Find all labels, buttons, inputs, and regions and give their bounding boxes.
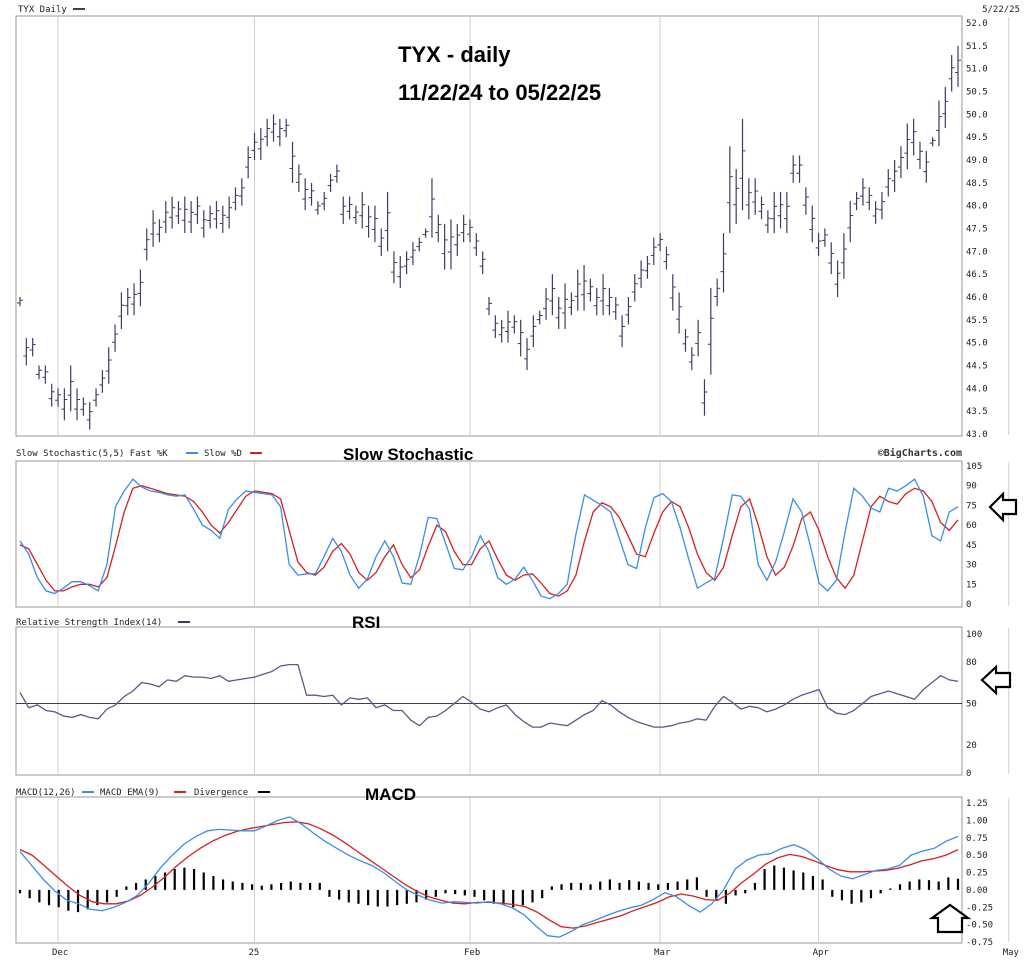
rsi-tick-label: 100 [966,630,982,640]
annotation-title-line2: 11/22/24 to 05/22/25 [398,80,601,105]
macd-line [19,816,959,938]
stochastic-tick-label: 30 [966,561,977,571]
macd-ema-legend: MACD EMA(9) [100,788,160,798]
fast-k-line [19,478,959,600]
left-arrow-icon [980,664,1012,696]
macd-tick-label: 0.00 [966,886,988,896]
macd-tick-label: 1.00 [966,816,988,826]
price-panel: TYX Daily 5/22/25 52.0 51.5 51.0 50.5 50.0 49… [15,5,1020,440]
price-tick-label: 47.0 [966,247,988,257]
rsi-panel: Relative Strength Index(14) RSI 100 80 50 2… [15,613,1012,779]
annotation-macd-title: MACD [365,785,416,804]
rsi-frame [15,626,963,776]
price-tick-label: 47.5 [966,225,988,235]
price-tick-label: 48.5 [966,179,988,189]
symbol-label: TYX Daily [18,5,67,15]
stochastic-legend-d: Slow %D [204,449,242,459]
price-tick-label: 45.5 [966,316,988,326]
stochastic-tick-label: 105 [966,462,982,472]
price-tick-label: 45.0 [966,339,988,349]
divergence-legend: Divergence [194,788,248,798]
annotation-stoch-title: Slow Stochastic [343,445,473,464]
price-tick-label: 43.0 [966,430,988,440]
price-tick-label: 48.0 [966,202,988,212]
annotation-title-line1: TYX - daily [398,42,511,67]
macd-legend: MACD(12,26) [16,788,76,798]
stochastic-panel: Slow Stochastic(5,5) Fast %K Slow %D Slo… [15,445,1018,610]
stochastic-tick-label: 45 [966,541,977,551]
macd-tick-label: -0.25 [966,903,993,913]
price-tick-label: 44.0 [966,384,988,394]
macd-panel: MACD(12,26) MACD EMA(9) Divergence MACD … [15,785,1010,948]
stochastic-tick-label: 60 [966,521,977,531]
price-tick-label: 44.5 [966,362,988,372]
slow-d-line [19,485,959,597]
macd-tick-label: 1.25 [966,799,988,809]
macd-ema-line [19,821,959,929]
stochastic-tick-label: 75 [966,501,977,511]
price-tick-label: 50.0 [966,110,988,120]
price-tick-label: 51.5 [966,42,988,52]
stochastic-tick-label: 15 [966,580,977,590]
rsi-tick-label: 20 [966,741,977,751]
macd-tick-label: 0.50 [966,851,988,861]
stochastic-legend-k: Slow Stochastic(5,5) Fast %K [16,449,168,459]
price-tick-label: 46.5 [966,270,988,280]
stochastic-tick-label: 0 [966,600,971,610]
price-tick-label: 52.0 [966,19,988,29]
macd-tick-label: -0.50 [966,921,993,931]
price-tick-label: 43.5 [966,407,988,417]
up-arrow-icon [928,903,972,934]
price-tick-label: 46.0 [966,293,988,303]
x-axis-tick-label: 25 [249,948,260,958]
price-tick-label: 49.0 [966,156,988,166]
x-axis-tick-label: Apr [813,948,830,958]
price-tick-label: 49.5 [966,133,988,143]
macd-frame [15,796,963,944]
rsi-tick-label: 50 [966,700,977,710]
x-axis-tick-label: Dec [52,948,68,958]
x-axis-tick-label: Feb [464,948,480,958]
source-label: ©BigCharts.com [878,447,962,459]
macd-tick-label: 0.75 [966,834,988,844]
rsi-line [19,663,959,728]
price-tick-label: 51.0 [966,65,988,75]
rsi-legend: Relative Strength Index(14) [16,618,162,628]
stochastic-frame [15,460,963,608]
left-arrow-icon [988,491,1018,523]
price-tick-label: 50.5 [966,88,988,98]
rsi-tick-label: 80 [966,658,977,668]
stochastic-tick-label: 90 [966,482,977,492]
price-frame [15,15,963,437]
x-axis-tick-label: May [1003,948,1020,958]
macd-tick-label: -0.75 [966,938,993,948]
annotation-rsi-title: RSI [352,613,380,632]
x-axis-tick-label: Mar [654,948,671,958]
date-label: 5/22/25 [982,5,1020,15]
macd-tick-label: 0.25 [966,869,988,879]
rsi-tick-label: 0 [966,769,971,779]
